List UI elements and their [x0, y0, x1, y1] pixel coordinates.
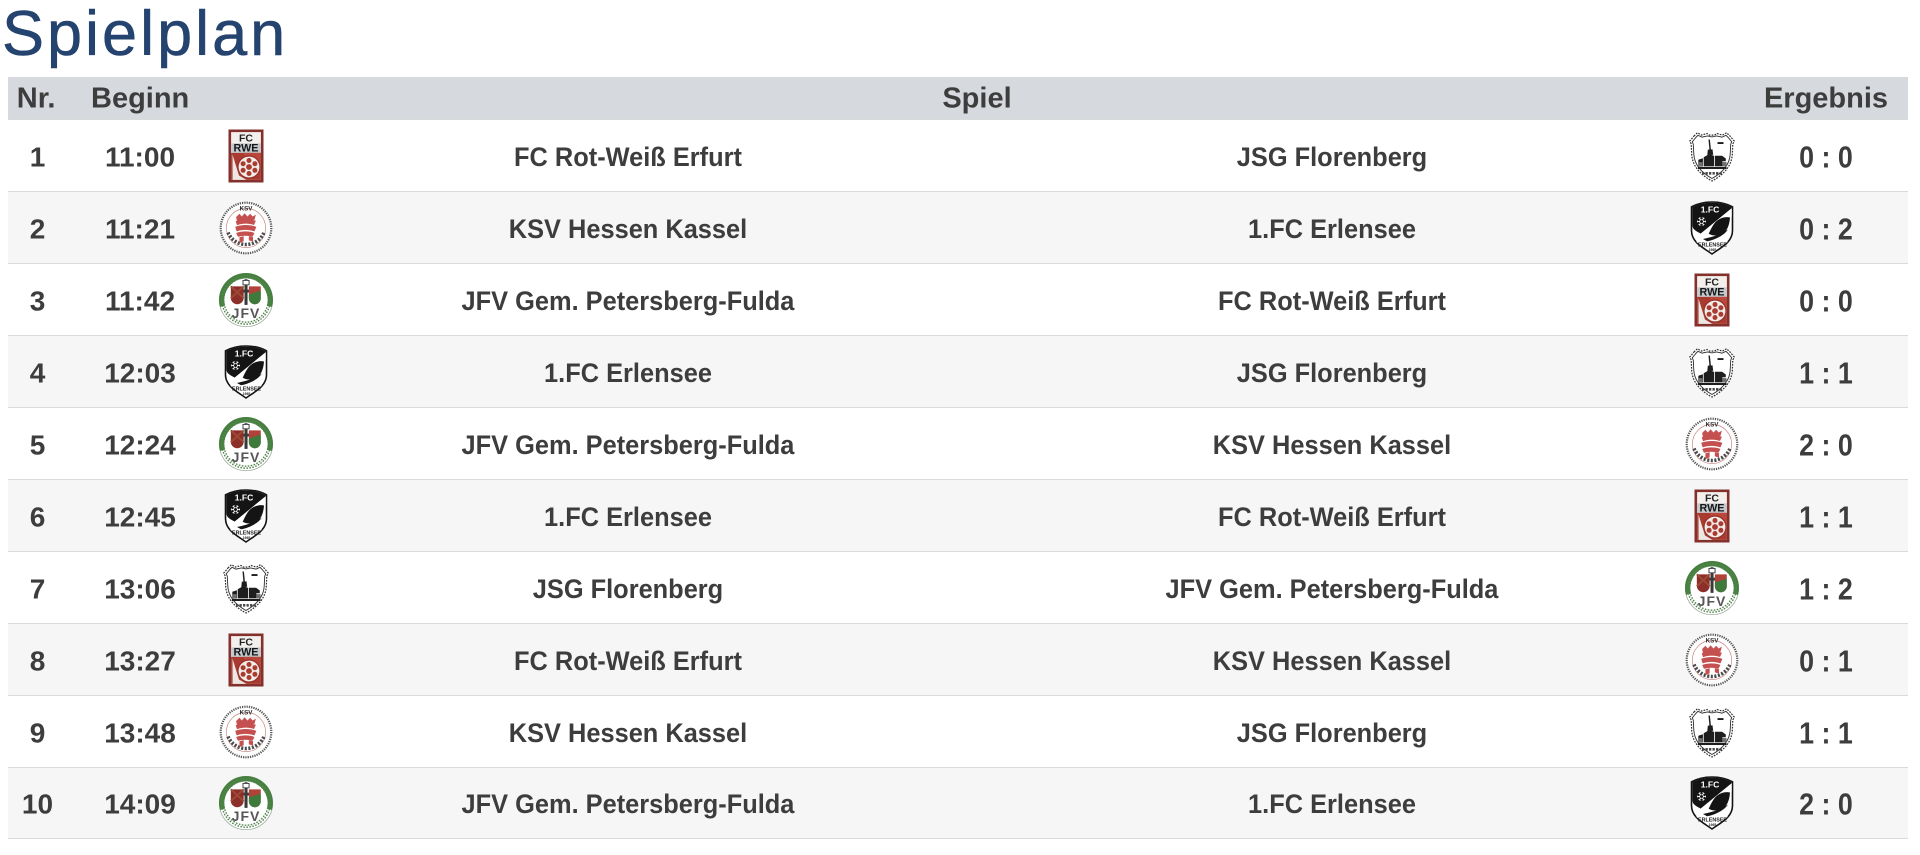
svg-text:JFV: JFV [232, 449, 261, 465]
svg-text:KSV: KSV [1706, 637, 1720, 644]
svg-text:1.FC: 1.FC [235, 348, 254, 358]
svg-text:ERLENSEE: ERLENSEE [1698, 242, 1727, 248]
svg-text:RWE: RWE [234, 142, 259, 154]
svg-text:FC: FC [1705, 276, 1719, 288]
svg-text:ERLENSEE: ERLENSEE [1698, 818, 1727, 824]
svg-text:1965: 1965 [243, 392, 251, 396]
svg-text:KSV: KSV [240, 205, 254, 212]
svg-text:ERLENSEE: ERLENSEE [232, 386, 261, 392]
svg-text:JFV: JFV [1698, 593, 1727, 609]
svg-text:1965: 1965 [1709, 248, 1717, 252]
svg-text:KSV: KSV [1706, 421, 1720, 428]
svg-text:FC: FC [239, 636, 253, 648]
svg-text:JFV: JFV [232, 305, 261, 321]
svg-text:JFV: JFV [232, 808, 261, 824]
svg-text:RWE: RWE [234, 646, 259, 658]
svg-text:1.FC: 1.FC [1701, 204, 1720, 214]
svg-text:1.FC: 1.FC [1701, 780, 1720, 790]
svg-text:1965: 1965 [1709, 823, 1717, 827]
svg-text:FC: FC [239, 132, 253, 144]
svg-text:KSV: KSV [240, 709, 254, 716]
svg-text:RWE: RWE [1700, 502, 1725, 514]
svg-text:RWE: RWE [1700, 286, 1725, 298]
svg-text:1965: 1965 [243, 536, 251, 540]
svg-text:ERLENSEE: ERLENSEE [232, 530, 261, 536]
svg-text:1.FC: 1.FC [235, 492, 254, 502]
svg-text:FC: FC [1705, 492, 1719, 504]
